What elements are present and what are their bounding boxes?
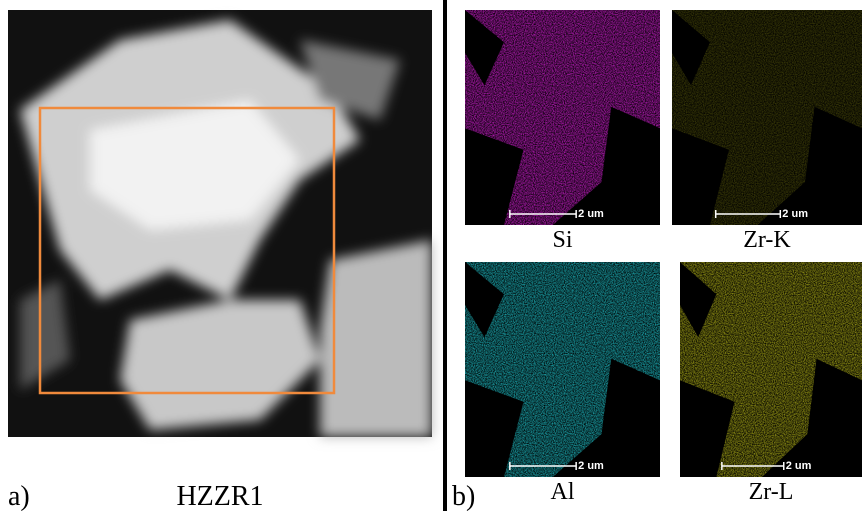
- scale-bar-label: 2 um: [578, 208, 604, 220]
- element-map: 2 um Zr-L: [680, 262, 862, 505]
- element-label: Si: [552, 227, 572, 253]
- element-label: Zr-L: [749, 479, 794, 505]
- panel-label: a): [8, 481, 30, 511]
- scale-bar-label: 2 um: [786, 460, 812, 472]
- element-label: Zr-K: [743, 227, 791, 253]
- element-map: 2 um Si: [465, 10, 660, 253]
- sample-name: HZZR1: [176, 481, 263, 511]
- panel-label: b): [452, 481, 475, 511]
- scale-bar-label: 2 um: [782, 208, 808, 220]
- page: {"panel_a": {"label": "a)", "title": "HZ…: [0, 0, 862, 511]
- stem-image: [8, 10, 432, 437]
- element-map: 2 um Zr-K: [672, 10, 862, 253]
- element-label: Al: [551, 479, 575, 505]
- figure: a) HZZR1 b) 2 umSi2 umZr-K2 umAl2 umZr-L: [0, 0, 862, 511]
- scale-bar-label: 2 um: [578, 460, 604, 472]
